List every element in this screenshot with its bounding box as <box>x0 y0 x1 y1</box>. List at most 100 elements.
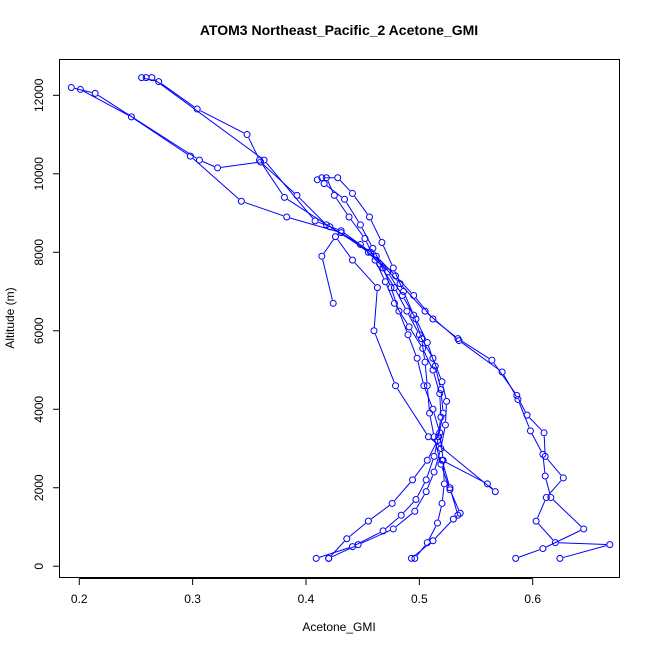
data-point <box>334 174 342 182</box>
data-point <box>437 460 445 468</box>
data-point <box>514 395 522 403</box>
series-7 <box>142 74 614 562</box>
data-point <box>390 284 398 292</box>
series-segment <box>382 245 393 265</box>
series-segment <box>330 541 345 557</box>
series-segment <box>248 137 259 158</box>
data-point <box>361 235 369 243</box>
x-tick-label: 0.2 <box>71 592 88 606</box>
data-point <box>397 511 405 519</box>
data-point <box>138 74 146 82</box>
series-segment <box>361 227 372 246</box>
data-point <box>283 213 291 221</box>
series-segment <box>421 342 426 359</box>
series-segment <box>547 458 562 476</box>
data-point <box>488 356 496 364</box>
data-point <box>422 488 430 496</box>
series-segment <box>493 362 516 393</box>
data-point <box>329 299 337 307</box>
data-point <box>419 344 427 352</box>
series-segment <box>545 530 581 548</box>
data-point <box>420 382 428 390</box>
data-point <box>413 354 421 362</box>
series-segment <box>331 545 356 558</box>
data-point <box>491 488 499 496</box>
x-tick-label: 0.6 <box>524 592 541 606</box>
data-point <box>348 189 356 197</box>
data-point <box>429 354 437 362</box>
data-point <box>330 191 338 199</box>
series-segment <box>518 549 540 558</box>
data-point <box>547 494 555 502</box>
series-segment <box>200 110 245 134</box>
data-point <box>433 519 441 527</box>
y-tick-label: 4000 <box>32 396 46 423</box>
data-point <box>322 221 330 229</box>
data-point <box>556 554 564 562</box>
data-point <box>446 484 454 492</box>
series-segment <box>518 398 526 413</box>
data-point <box>438 499 446 507</box>
data-point <box>454 335 462 343</box>
data-point <box>407 554 415 562</box>
series-segment <box>417 361 424 383</box>
series-segment <box>376 263 385 279</box>
series-segment <box>386 284 394 301</box>
series-segment <box>402 286 423 309</box>
data-point <box>513 392 521 400</box>
series-segment <box>192 158 240 200</box>
series-segment <box>427 475 434 489</box>
data-point <box>423 382 431 390</box>
series-segment <box>370 219 381 240</box>
data-point <box>429 366 437 374</box>
data-point <box>430 452 438 460</box>
series-segment <box>349 522 366 537</box>
series-segment <box>426 459 434 477</box>
data-point <box>389 264 397 272</box>
data-point <box>422 476 430 484</box>
series-segment <box>461 342 500 371</box>
y-tick-label: 2000 <box>32 474 46 501</box>
series-segment <box>531 433 542 452</box>
data-point <box>540 429 548 437</box>
data-point <box>365 213 373 221</box>
series-segment <box>244 201 284 217</box>
data-point <box>372 252 380 260</box>
data-point <box>441 421 449 429</box>
series-segment <box>299 197 325 223</box>
series-segment <box>327 180 334 193</box>
data-point <box>539 545 547 553</box>
series-layer <box>67 74 614 562</box>
series-segment <box>403 298 415 317</box>
data-point <box>312 554 320 562</box>
series-segment <box>262 164 295 194</box>
data-point <box>311 217 319 225</box>
series-segment <box>413 542 431 557</box>
series-segment <box>326 185 342 198</box>
series-segment <box>429 416 434 434</box>
data-point <box>443 397 451 405</box>
series-segment <box>548 480 562 496</box>
data-point <box>449 515 457 523</box>
series-segment <box>439 397 442 414</box>
series-segment <box>538 523 554 541</box>
series-segment <box>428 443 437 458</box>
data-point <box>523 411 531 419</box>
data-point <box>456 509 464 517</box>
data-point <box>512 554 520 562</box>
series-segment <box>417 482 425 497</box>
series-segment <box>415 297 432 317</box>
series-segment <box>355 532 381 546</box>
series-segment <box>395 513 413 528</box>
data-point <box>423 456 431 464</box>
data-point <box>364 517 372 525</box>
series-segment <box>529 417 542 431</box>
data-point <box>429 537 437 545</box>
series-segment <box>430 438 493 490</box>
data-point <box>322 174 330 182</box>
series-segment <box>221 162 258 168</box>
series-segment <box>346 202 359 223</box>
series-segment <box>444 461 485 483</box>
series-segment <box>154 79 262 159</box>
